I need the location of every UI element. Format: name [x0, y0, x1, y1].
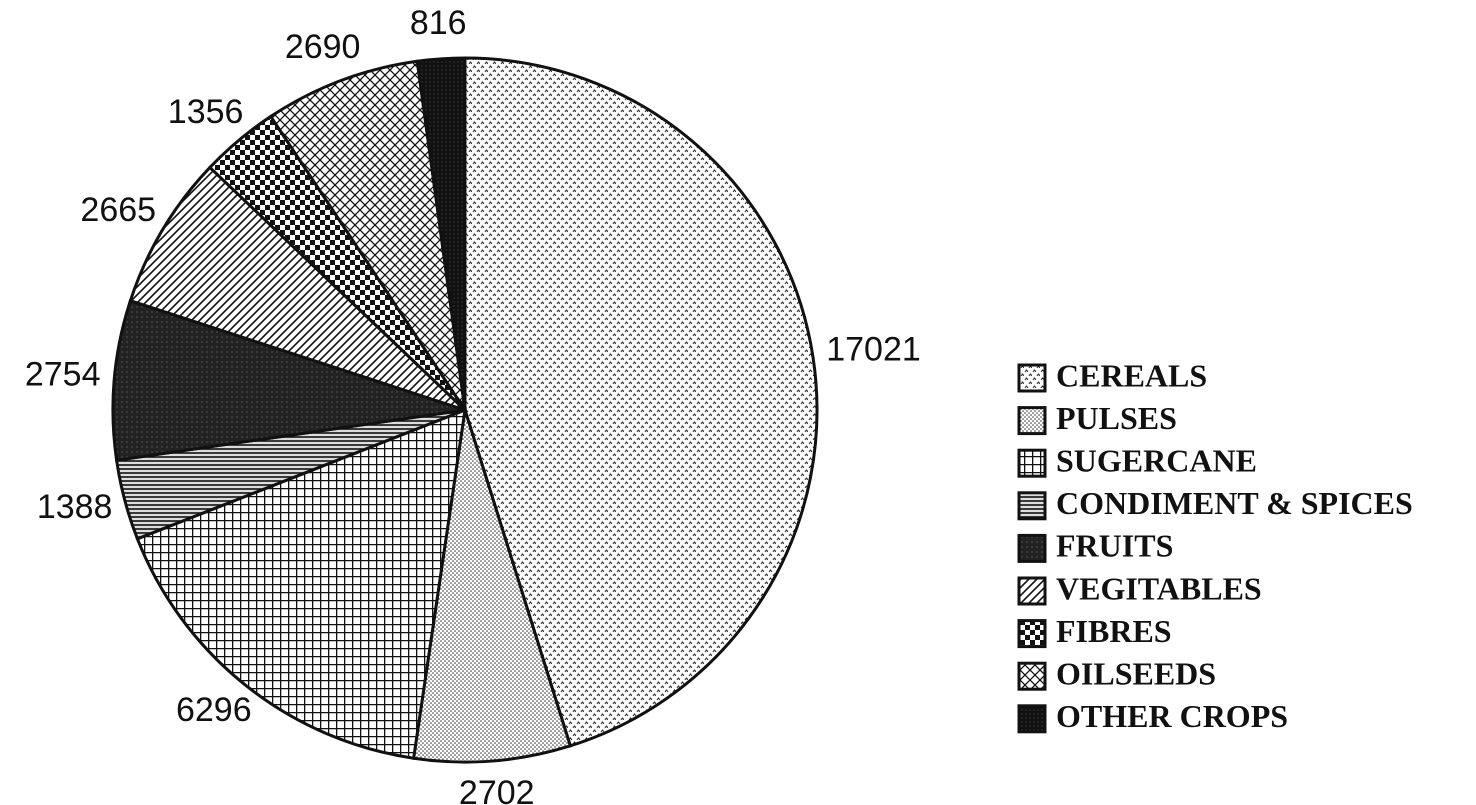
- legend-swatch: [1017, 406, 1047, 436]
- legend-label: OILSEEDS: [1056, 656, 1216, 692]
- pie-slice: [268, 59, 467, 411]
- legend-swatch: [1017, 661, 1047, 691]
- slice-label: 2665: [80, 191, 156, 229]
- legend-swatch: [1017, 491, 1047, 521]
- legend-swatch: [1017, 576, 1047, 606]
- legend-label: OTHER CROPS: [1056, 698, 1288, 734]
- pie-slice: [415, 56, 467, 411]
- legend-label: FIBRES: [1056, 613, 1172, 649]
- pie-slice: [135, 407, 467, 760]
- legend-label: CONDIMENT & SPICES: [1056, 485, 1413, 521]
- legend-label: VEGITABLES: [1056, 570, 1262, 606]
- slice-label: 1356: [168, 93, 244, 131]
- slice-label: 2690: [285, 28, 361, 66]
- legend-label: PULSES: [1056, 400, 1177, 436]
- pie-slice: [463, 56, 819, 748]
- slice-label: 17021: [826, 331, 921, 369]
- legend-swatch: [1017, 363, 1047, 393]
- slice-label: 816: [410, 4, 467, 42]
- slice-label: 6296: [176, 691, 252, 729]
- legend-swatch: [1017, 533, 1047, 563]
- slice-label: 1388: [37, 488, 113, 526]
- pie-slice: [111, 298, 466, 462]
- legend-swatch: [1017, 619, 1047, 649]
- slice-label: 2754: [25, 356, 101, 394]
- legend-swatch: [1017, 448, 1047, 478]
- legend-label: SUGERCANE: [1056, 443, 1257, 479]
- legend-label: FRUITS: [1056, 528, 1173, 564]
- pie-slice: [128, 165, 467, 412]
- slice-label: 2702: [459, 774, 535, 805]
- legend-swatch: [1017, 704, 1047, 734]
- legend-label: CEREALS: [1056, 357, 1207, 393]
